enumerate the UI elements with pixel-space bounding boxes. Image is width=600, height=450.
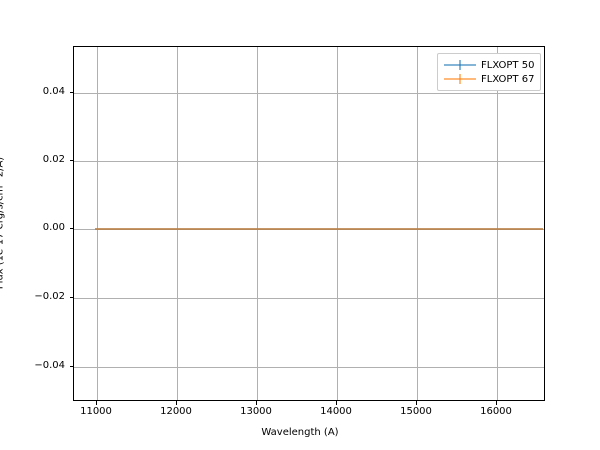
tick-x-15000 <box>416 401 418 405</box>
tick-y-0.00 <box>69 228 73 230</box>
gridline-x-13000 <box>257 47 258 400</box>
tick-x-14000 <box>336 401 338 405</box>
gridline-y--0.02 <box>74 298 544 299</box>
series-line-flxopt-67[interactable] <box>95 228 543 231</box>
ticklabel-x-13000: 13000 <box>240 406 272 417</box>
tick-x-12000 <box>176 401 178 405</box>
plot-axes[interactable]: FLXOPT 50 FLXOPT 67 <box>73 46 545 401</box>
legend-item-flxopt-67[interactable]: FLXOPT 67 <box>443 72 534 86</box>
gridline-x-14000 <box>337 47 338 400</box>
gridline-x-11000 <box>97 47 98 400</box>
gridline-y-0.02 <box>74 161 544 162</box>
gridline-x-15000 <box>417 47 418 400</box>
ticklabel-y-0.04: 0.04 <box>42 86 65 97</box>
tick-y-0.04 <box>69 92 73 94</box>
tick-x-13000 <box>256 401 258 405</box>
legend-label-flxopt-50: FLXOPT 50 <box>481 59 535 71</box>
errorbar-marker-icon <box>443 58 477 72</box>
tick-y--0.02 <box>69 297 73 299</box>
ticklabel-x-11000: 11000 <box>80 406 112 417</box>
tick-x-16000 <box>496 401 498 405</box>
errorbar-marker-icon <box>443 72 477 86</box>
ticklabel-y--0.04: −0.04 <box>34 360 65 371</box>
gridline-y-0.04 <box>74 93 544 94</box>
ticklabel-y--0.02: −0.02 <box>34 291 65 302</box>
gridline-x-16000 <box>497 47 498 400</box>
ticklabel-y-0.02: 0.02 <box>42 154 65 165</box>
legend-item-flxopt-50[interactable]: FLXOPT 50 <box>443 58 534 72</box>
gridline-x-12000 <box>177 47 178 400</box>
ticklabel-y-0.00: 0.00 <box>42 222 65 233</box>
gridline-y--0.04 <box>74 367 544 368</box>
x-axis-label: Wavelength (A) <box>261 427 339 438</box>
legend-label-flxopt-67: FLXOPT 67 <box>481 73 535 85</box>
ticklabel-x-12000: 12000 <box>160 406 192 417</box>
tick-y-0.02 <box>69 160 73 162</box>
ticklabel-x-16000: 16000 <box>480 406 512 417</box>
ticklabel-x-14000: 14000 <box>320 406 352 417</box>
tick-y--0.04 <box>69 366 73 368</box>
ticklabel-x-15000: 15000 <box>400 406 432 417</box>
tick-x-11000 <box>96 401 98 405</box>
y-axis-label-text: Flux (1e-17 erg/s/cm^2/A) <box>0 156 6 290</box>
legend[interactable]: FLXOPT 50 FLXOPT 67 <box>437 53 542 91</box>
